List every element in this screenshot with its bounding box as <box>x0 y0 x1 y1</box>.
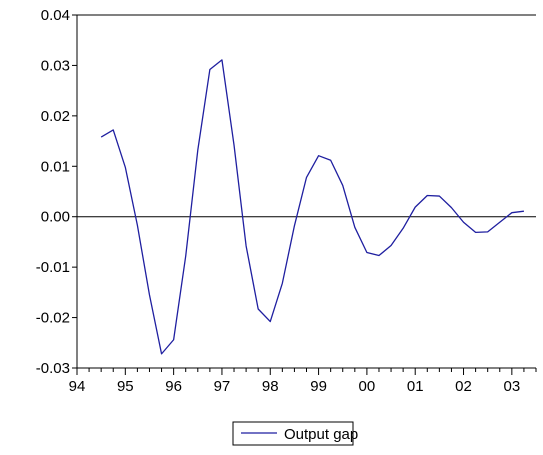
series-line-output-gap <box>101 60 524 354</box>
y-tick-label: 0.00 <box>41 209 70 226</box>
legend-label-output-gap: Output gap <box>284 426 358 443</box>
x-tick-label: 01 <box>407 378 424 395</box>
x-tick-label: 99 <box>310 378 327 395</box>
y-tick-label: 0.02 <box>41 108 70 125</box>
y-tick-label: -0.01 <box>36 259 70 276</box>
x-tick-label: 00 <box>359 378 376 395</box>
x-tick-label: 03 <box>503 378 520 395</box>
x-tick-label: 96 <box>165 378 182 395</box>
y-tick-label: -0.03 <box>36 360 70 377</box>
legend: Output gap <box>233 422 358 445</box>
y-tick-label: 0.03 <box>41 57 70 74</box>
y-tick-label: 0.04 <box>41 7 70 24</box>
y-tick-label: 0.01 <box>41 158 70 175</box>
x-tick-label: 02 <box>455 378 472 395</box>
y-tick-label: -0.02 <box>36 310 70 327</box>
x-tick-label: 98 <box>262 378 279 395</box>
plot-area <box>101 60 524 354</box>
x-tick-label: 95 <box>117 378 134 395</box>
x-tick-label: 97 <box>214 378 231 395</box>
x-tick-label: 94 <box>69 378 86 395</box>
